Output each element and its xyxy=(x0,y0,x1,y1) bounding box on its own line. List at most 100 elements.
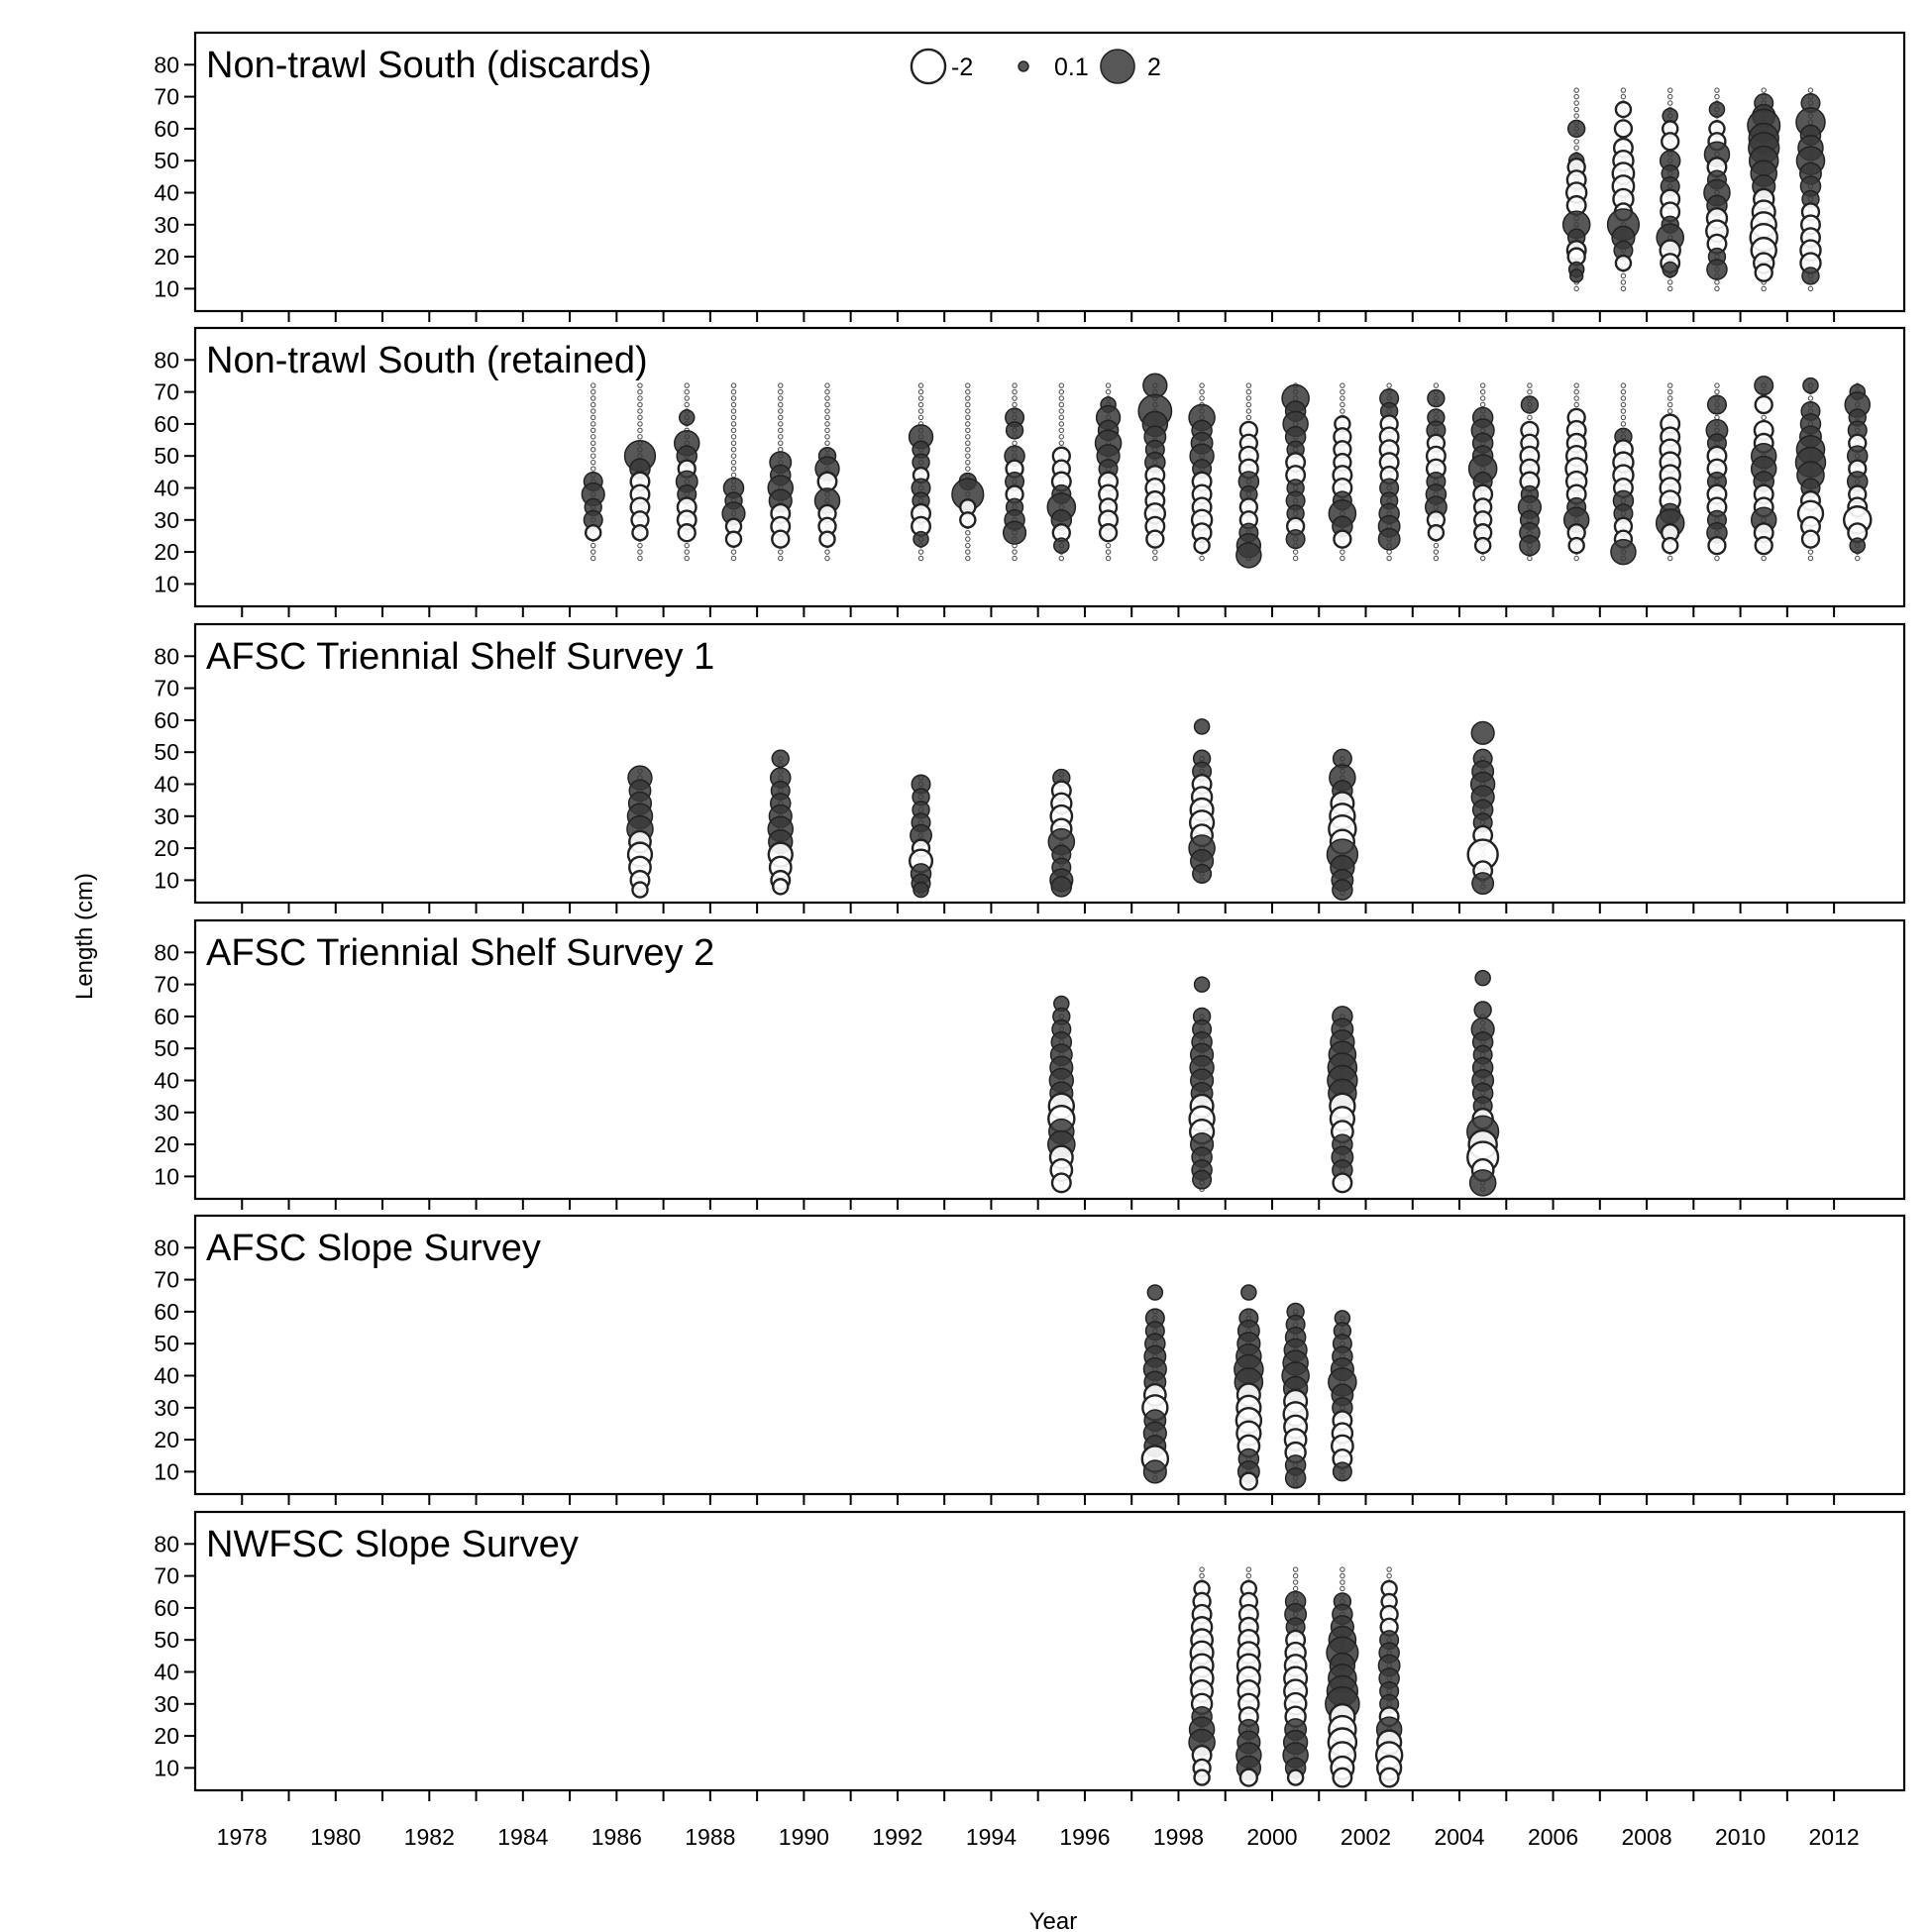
residual-bubble-negative xyxy=(1614,100,1633,119)
year-column xyxy=(1561,87,1591,292)
year-column xyxy=(1606,87,1641,292)
residual-bubble-positive xyxy=(912,881,929,899)
residual-dot-small xyxy=(590,440,596,447)
panel-frame xyxy=(193,622,1906,905)
residual-dot-small xyxy=(1245,401,1252,408)
residual-dot-small xyxy=(1245,1566,1252,1572)
residual-dot-small xyxy=(1666,382,1673,388)
year-column xyxy=(626,765,654,899)
residual-dot-small xyxy=(965,453,971,459)
year-column xyxy=(1467,382,1498,562)
residual-dot-small xyxy=(590,408,596,414)
residual-dot-small xyxy=(1340,1572,1345,1579)
residual-dot-small xyxy=(730,472,737,479)
residual-dot-small xyxy=(1058,414,1065,421)
y-tick-label: 40 xyxy=(154,1067,179,1093)
residual-dot-small xyxy=(1573,100,1579,106)
residual-bubble-negative xyxy=(1754,535,1773,556)
residual-bubble-negative xyxy=(1800,529,1821,549)
y-tick-label: 50 xyxy=(154,1035,179,1061)
panels-layer: 10 20 30 40 50 60 70 80 Non-trawl South (discard… xyxy=(154,31,1906,1801)
x-tick-label: 2002 xyxy=(1341,1824,1391,1850)
residual-dot-small xyxy=(1479,382,1486,388)
year-column xyxy=(1655,382,1685,562)
residual-dot-small xyxy=(637,421,643,427)
residual-dot-small xyxy=(1012,395,1018,401)
residual-dot-small xyxy=(1012,555,1018,562)
residual-bubble-positive xyxy=(1754,376,1774,396)
y-tick-label: 40 xyxy=(154,771,179,797)
residual-bubble-positive xyxy=(1005,421,1024,440)
year-column xyxy=(1326,748,1359,901)
residual-dot-small xyxy=(1666,279,1673,285)
panel-frame xyxy=(193,31,1906,313)
residual-dot-small xyxy=(684,388,690,395)
residual-dot-small xyxy=(1527,388,1533,395)
residual-bubble-negative xyxy=(1613,119,1634,139)
residual-bubble-negative xyxy=(1427,523,1446,542)
panel-1: 10 20 30 40 50 60 70 80 Non-trawl South (discard… xyxy=(154,31,1906,322)
residual-dot-small xyxy=(684,549,690,555)
residual-dot-small xyxy=(730,395,737,401)
residual-dot-small xyxy=(1386,1572,1392,1579)
y-tick-label: 20 xyxy=(154,539,179,565)
legend: -2 0.1 2 xyxy=(910,48,1161,85)
residual-dot-small xyxy=(778,434,784,440)
residual-dot-small xyxy=(965,395,971,401)
x-tick-label: 1986 xyxy=(591,1824,642,1850)
residual-dot-small xyxy=(1245,408,1252,414)
residual-dot-small xyxy=(590,542,596,549)
residual-dot-small xyxy=(1340,555,1345,562)
residual-bubble-positive xyxy=(1470,720,1495,745)
legend-label: 0.1 xyxy=(1054,54,1089,81)
residual-dot-small xyxy=(1573,139,1579,145)
residual-dot-small xyxy=(1105,388,1112,395)
residual-dot-small xyxy=(917,395,924,401)
residual-bubble-positive xyxy=(1142,1459,1167,1484)
y-tick-label: 10 xyxy=(154,867,179,893)
residual-dot-small xyxy=(730,453,737,459)
residual-dot-small xyxy=(1012,388,1018,395)
y-tick-label: 60 xyxy=(154,1004,179,1029)
y-tick-label: 40 xyxy=(154,1362,179,1388)
residual-dot-small xyxy=(1807,395,1814,401)
residual-dot-small xyxy=(1573,113,1579,119)
residual-dot-small xyxy=(1199,1566,1205,1572)
residual-dot-small xyxy=(590,555,596,562)
x-tick-label: 2012 xyxy=(1809,1824,1860,1850)
residual-bubble-negative xyxy=(631,523,649,542)
residual-dot-small xyxy=(1573,93,1579,100)
y-tick-label: 50 xyxy=(154,1331,179,1356)
x-tick-label: 2000 xyxy=(1246,1824,1297,1850)
residual-dot-small xyxy=(917,555,924,562)
residual-dot-small xyxy=(637,395,643,401)
residual-dot-small xyxy=(965,388,971,395)
legend-bubble xyxy=(1018,60,1029,72)
residual-dot-small xyxy=(590,549,596,555)
residual-dot-small xyxy=(1714,93,1720,100)
residual-dot-small xyxy=(1199,388,1205,395)
y-tick-label: 60 xyxy=(154,707,179,733)
residual-bubble-negative xyxy=(724,530,743,548)
residual-bubble-positive xyxy=(1235,542,1262,569)
y-tick-label: 80 xyxy=(154,1531,179,1556)
residual-dot-small xyxy=(1340,1566,1345,1572)
residual-dot-small xyxy=(1714,555,1720,562)
residual-dot-small xyxy=(730,414,737,421)
residual-dot-small xyxy=(1573,388,1579,395)
residual-bubble-negative xyxy=(1145,529,1165,549)
residual-dot-small xyxy=(1433,542,1440,549)
residual-bubble-positive xyxy=(771,749,790,768)
year-column xyxy=(767,382,795,562)
y-tick-label: 80 xyxy=(154,643,179,669)
residual-dot-small xyxy=(965,536,971,542)
y-tick-label: 60 xyxy=(154,1299,179,1325)
residual-dot-small xyxy=(1292,1566,1299,1572)
panel-3: 10 20 30 40 50 60 70 80 AFSC Triennial Shelf Sur… xyxy=(154,622,1906,913)
residual-bubble-negative xyxy=(1238,1768,1259,1787)
residual-dot-small xyxy=(824,408,830,414)
residual-dot-small xyxy=(730,459,737,466)
x-tick-label: 1988 xyxy=(685,1824,735,1850)
residual-bubble-positive xyxy=(1332,879,1353,901)
